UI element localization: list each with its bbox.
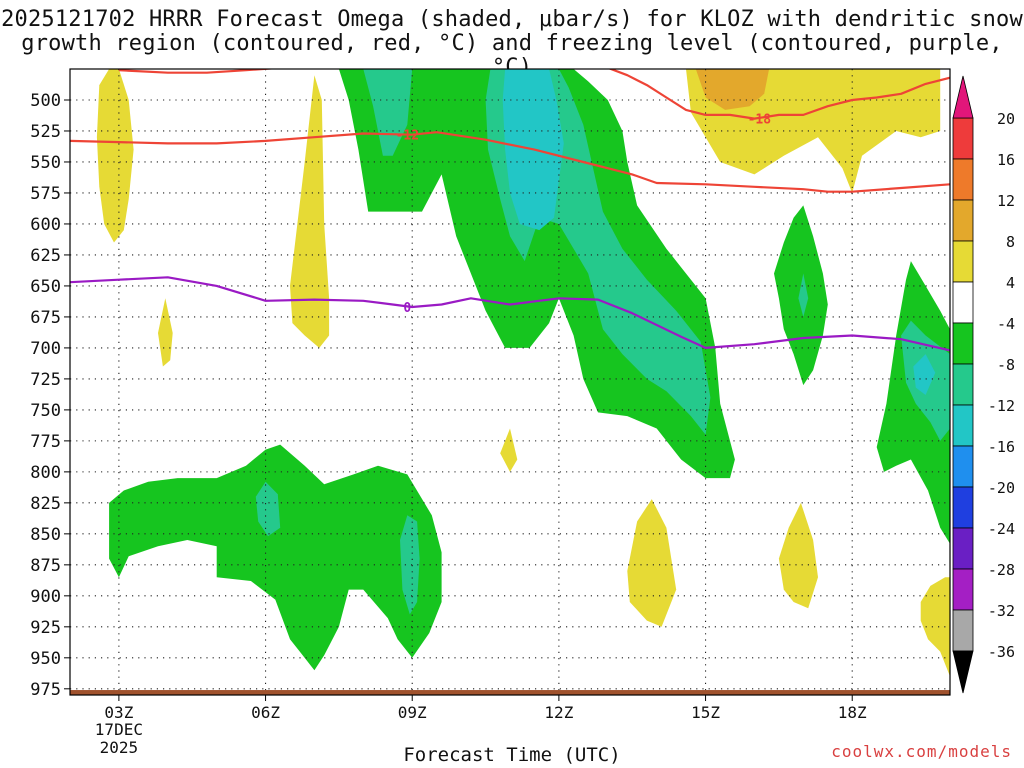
colorbar-bin--24--20 <box>952 486 974 529</box>
colorbar-extend-top <box>952 75 974 119</box>
y-tick-label-650: 650 <box>30 277 61 297</box>
source-credit: coolwx.com/models <box>831 742 1012 761</box>
x-tick-label-03Z: 03Z <box>104 703 133 722</box>
colorbar-label-20: 20 <box>997 110 1015 128</box>
shaded-cyan-blob-right <box>913 354 936 395</box>
shaded-yellow-blob-17z <box>778 502 818 609</box>
x-tick-label-09Z: 09Z <box>398 703 427 722</box>
shaded-yellow-plume-03z <box>96 69 134 243</box>
colorbar-label--8: -8 <box>997 356 1015 374</box>
y-tick-label-975: 975 <box>30 680 61 700</box>
colorbar-bin--28--24 <box>952 527 974 570</box>
contour-label-freezing-level: 0 <box>403 301 411 316</box>
y-tick-label-575: 575 <box>30 184 61 204</box>
colorbar-label-4: 4 <box>1006 274 1015 292</box>
colorbar-bin--12--8 <box>952 363 974 406</box>
colorbar-label--4: -4 <box>997 315 1015 333</box>
colorbar-label-8: 8 <box>1006 233 1015 251</box>
colorbar-label--16: -16 <box>988 438 1015 456</box>
colorbar-bin--8--4 <box>952 322 974 365</box>
contour-layer: -18 -12 0 <box>70 69 950 352</box>
y-tick-label-900: 900 <box>30 587 61 607</box>
colorbar-label-16: 16 <box>997 151 1015 169</box>
y-tick-label-725: 725 <box>30 370 61 390</box>
y-tick-label-500: 500 <box>30 91 61 111</box>
y-tick-label-925: 925 <box>30 618 61 638</box>
chart-title-line-2: growth region (contoured, red, °C) and f… <box>21 31 1003 80</box>
x-tick-label-06Z: 06Z <box>251 703 280 722</box>
shaded-orange-region-upper-right <box>695 69 770 110</box>
x-tick-year: 2025 <box>100 738 139 757</box>
y-tick-label-875: 875 <box>30 556 61 576</box>
shaded-green-main-band <box>338 69 735 479</box>
y-tick-label-750: 750 <box>30 401 61 421</box>
x-tick-date: 17DEC <box>95 720 143 739</box>
shaded-yellow-blob-11z <box>500 428 518 472</box>
x-tick-label-12Z: 12Z <box>544 703 573 722</box>
x-tick-label-15Z: 15Z <box>691 703 720 722</box>
shaded-teal-blob-17z <box>798 273 809 317</box>
plot-frame <box>69 68 951 696</box>
y-tick-label-850: 850 <box>30 525 61 545</box>
colorbar-label--36: -36 <box>988 643 1015 661</box>
ground-surface <box>70 690 950 695</box>
y-tick-label-625: 625 <box>30 246 61 266</box>
ground-layer <box>70 690 950 695</box>
contour-label-minus-12-isotherm: -12 <box>396 129 419 144</box>
y-tick-label-600: 600 <box>30 215 61 235</box>
y-tick-label-550: 550 <box>30 153 61 173</box>
colorbar-label--20: -20 <box>988 479 1015 497</box>
colorbar-bin--16--12 <box>952 404 974 447</box>
colorbar-bin-16-20 <box>952 117 974 160</box>
colorbar-label--12: -12 <box>988 397 1015 415</box>
colorbar-bin--4-4 <box>952 281 974 324</box>
shaded-green-low-band <box>109 444 442 671</box>
chart-title-line-1: 2025121702 HRRR Forecast Omega (shaded, … <box>1 7 1023 32</box>
colorbar-bin-8-12 <box>952 199 974 242</box>
gridlines <box>70 69 950 695</box>
shaded-teal-blob-06z <box>255 481 281 537</box>
shaded-omega-layer <box>96 69 950 677</box>
contour-freezing-level <box>70 276 950 352</box>
y-tick-label-825: 825 <box>30 494 61 514</box>
shaded-yellow-blob-20z <box>920 577 950 677</box>
colorbar-bin--32--28 <box>952 568 974 611</box>
colorbar-bin-12-16 <box>952 158 974 201</box>
y-tick-label-950: 950 <box>30 649 61 669</box>
colorbar-bin--20--16 <box>952 445 974 488</box>
x-tick-label-18Z: 18Z <box>838 703 867 722</box>
colorbar-label--32: -32 <box>988 602 1015 620</box>
axes: 500 525 550 575 600 625 650 675 700 725 750 775 800 8… <box>30 91 867 757</box>
x-axis-label: Forecast Time (UTC) <box>403 744 621 766</box>
colorbar-bin-4-8 <box>952 240 974 283</box>
shaded-yellow-blob-14z <box>627 499 677 627</box>
colorbar-label-12: 12 <box>997 192 1015 210</box>
y-tick-label-525: 525 <box>30 122 61 142</box>
shaded-teal-blob-09z <box>400 515 420 615</box>
colorbar: 20 16 12 8 4 -4 -8 -12 -16 -20 -24 -28 -32 -36 <box>952 75 1015 694</box>
colorbar-extend-bottom <box>952 650 974 694</box>
contour-label-minus-18-isotherm: -18 <box>748 113 772 128</box>
y-tick-label-800: 800 <box>30 463 61 483</box>
colorbar-bin--36--32 <box>952 609 974 652</box>
shaded-yellow-blob-04z <box>158 298 173 367</box>
colorbar-label--28: -28 <box>988 561 1015 579</box>
contour-minus-18-isotherm <box>607 69 950 120</box>
y-tick-label-700: 700 <box>30 339 61 359</box>
y-tick-label-675: 675 <box>30 308 61 328</box>
shaded-yellow-plume-07z <box>290 75 330 348</box>
shaded-green-region-right <box>876 261 950 544</box>
contour-minus-12-isotherm <box>70 131 950 193</box>
colorbar-label--24: -24 <box>988 520 1015 538</box>
y-tick-label-775: 775 <box>30 432 61 452</box>
